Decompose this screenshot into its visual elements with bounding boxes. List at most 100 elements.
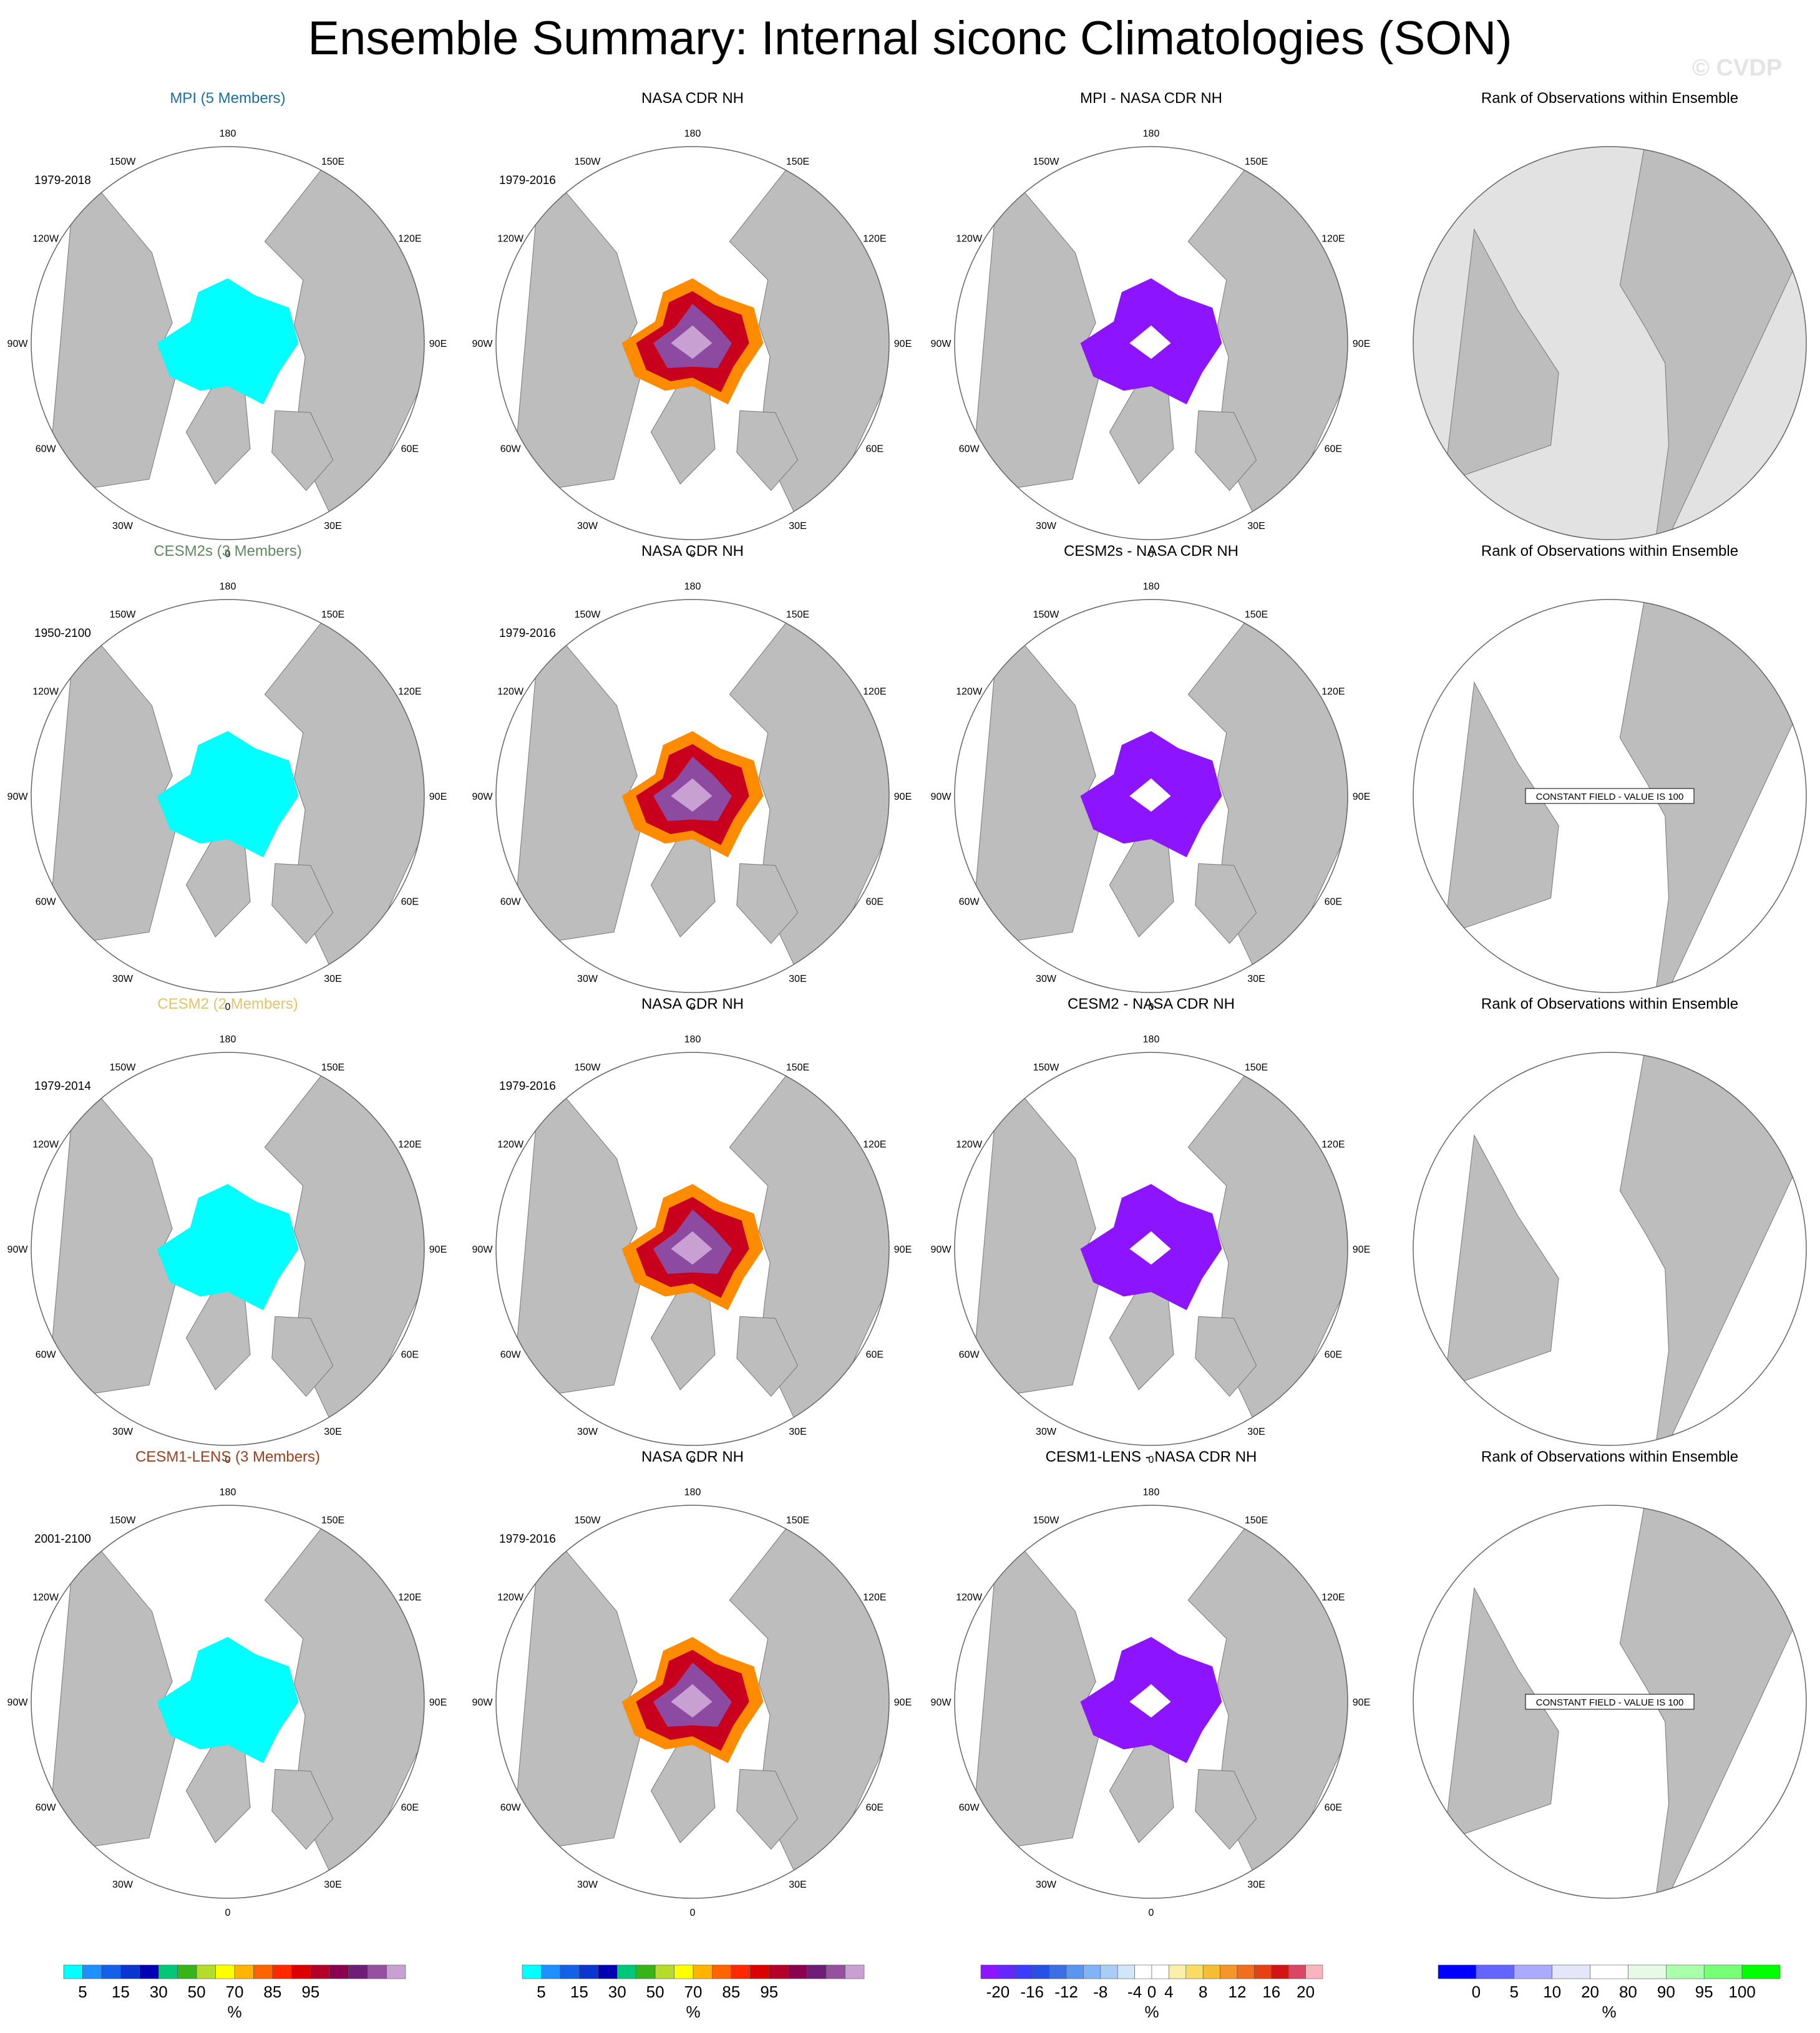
lon-label: 30E xyxy=(789,1427,806,1437)
panel-diff-3: CESM2 - NASA CDR NH 180 150E 120E 90E 60E 30E 0… xyxy=(931,996,1371,1465)
lon-label: 150E xyxy=(786,1515,809,1526)
panel-title: CESM2s (3 Members) xyxy=(153,543,301,560)
panel-title: Rank of Observations within Ensemble xyxy=(1481,90,1738,107)
lon-label: 150E xyxy=(786,609,809,620)
map-outline xyxy=(495,1052,890,1446)
lon-label: 120E xyxy=(863,1593,886,1603)
lon-label: 60E xyxy=(1325,1803,1342,1813)
colorbar-swatch xyxy=(1741,1964,1781,1979)
colorbar-swatch xyxy=(348,1964,368,1979)
lon-label: 0 xyxy=(1149,549,1154,560)
colorbar-unit: % xyxy=(686,2002,700,2021)
colorbar-tick-label: 50 xyxy=(188,1982,206,2001)
colorbar-tick-label: -8 xyxy=(1093,1982,1107,2001)
lon-label: 0 xyxy=(1149,1455,1154,1465)
lon-label: 60W xyxy=(500,897,522,908)
land-mass xyxy=(736,1316,799,1397)
colorbar-tick-label: 95 xyxy=(1695,1982,1713,2001)
map-outline xyxy=(954,599,1348,993)
lon-label: 60E xyxy=(866,1803,883,1813)
lon-label: 90E xyxy=(429,1697,447,1708)
lon-label: 150E xyxy=(1245,157,1268,167)
colorbar-tick-label: 85 xyxy=(722,1982,740,2001)
panel-obs-4: NASA CDR NH 1979-2016 180 150E 120E 90E 60E 30E… xyxy=(472,1448,912,1918)
lon-label: 180 xyxy=(1143,581,1160,592)
lon-label: 30E xyxy=(324,1880,341,1890)
lon-label: 150W xyxy=(575,157,601,167)
colorbar-swatch xyxy=(636,1964,656,1979)
panel-title: CESM2s - NASA CDR NH xyxy=(1064,543,1238,560)
colorbar-swatch xyxy=(998,1964,1016,1979)
land-mass xyxy=(1195,863,1257,944)
land-mass xyxy=(271,1769,334,1850)
lon-label: 150W xyxy=(110,1515,137,1526)
colorbar-swatch xyxy=(560,1964,580,1979)
lon-label: 120W xyxy=(956,1593,983,1603)
sea-ice-field xyxy=(157,1637,299,1764)
colorbar-tick-label: 0 xyxy=(1472,1982,1481,2001)
colorbar-tick-label: 100 xyxy=(1728,1982,1755,2001)
lon-label: 90W xyxy=(472,1697,494,1708)
lon-label: 150W xyxy=(1033,157,1060,167)
diff-zero xyxy=(1129,778,1171,812)
panel-title: CESM1-LENS - NASA CDR NH xyxy=(1046,1448,1257,1465)
colorbar-swatch xyxy=(1049,1964,1067,1979)
lon-label: 30E xyxy=(789,1880,806,1890)
lon-label: 0 xyxy=(225,1455,231,1465)
lon-label: 120W xyxy=(497,687,524,697)
colorbar-swatch xyxy=(1476,1964,1515,1979)
lon-label: 30E xyxy=(324,1427,341,1437)
lon-label: 90W xyxy=(7,792,29,802)
constant-field-note: CONSTANT FIELD - VALUE IS 100 xyxy=(1536,792,1684,802)
lon-label: 150W xyxy=(575,1062,601,1073)
lon-label: 180 xyxy=(684,581,701,592)
colorbar-swatch xyxy=(1666,1964,1705,1979)
colorbar-swatch xyxy=(1438,1964,1477,1979)
colorbar-tick-label: 90 xyxy=(1657,1982,1675,2001)
lon-label: 60E xyxy=(401,444,419,455)
lon-label: 180 xyxy=(684,129,701,139)
lon-label: 0 xyxy=(225,549,231,560)
land-mass xyxy=(1619,1052,1806,1445)
lon-label: 60E xyxy=(1325,897,1342,908)
lon-label: 90W xyxy=(931,339,952,349)
colorbar-swatch xyxy=(1254,1964,1272,1979)
colorbar-swatch xyxy=(367,1964,387,1979)
sea-ice-field xyxy=(157,278,299,405)
lon-label: 30W xyxy=(577,521,598,531)
lon-label: 90E xyxy=(894,1245,912,1255)
colorbar-tick-label: 95 xyxy=(760,1982,778,2001)
year-range: 1979-2018 xyxy=(34,174,91,187)
colorbar-tick-label: 5 xyxy=(78,1982,87,2001)
colorbar-swatch xyxy=(712,1964,732,1979)
lon-label: 120W xyxy=(956,1140,983,1150)
panel-title: MPI - NASA CDR NH xyxy=(1080,90,1222,107)
colorbar-swatch xyxy=(807,1964,827,1979)
lon-label: 0 xyxy=(225,1002,231,1012)
colorbar-swatch xyxy=(787,1964,807,1979)
map-outline xyxy=(31,146,425,540)
colorbar-unit: % xyxy=(227,2002,241,2021)
map-content xyxy=(46,1052,424,1445)
map-outline xyxy=(954,1505,1348,1899)
map-content xyxy=(511,599,889,992)
land-mass xyxy=(736,1769,799,1850)
lon-label: 60E xyxy=(401,1350,419,1361)
colorbar-swatch xyxy=(386,1964,406,1979)
panel-title: CESM1-LENS (3 Members) xyxy=(135,1448,320,1465)
colorbar-swatch xyxy=(845,1964,865,1979)
colorbar-tick-label: 70 xyxy=(684,1982,703,2001)
lon-label: 90W xyxy=(931,792,952,802)
map-content xyxy=(46,1505,424,1898)
lon-label: 90E xyxy=(429,339,447,349)
lon-label: 90W xyxy=(472,792,494,802)
colorbar-tick-label: 15 xyxy=(112,1982,130,2001)
map-outline xyxy=(31,1505,425,1899)
constant-field-box xyxy=(1525,1694,1695,1710)
lon-label: 90E xyxy=(894,1697,912,1708)
lon-label: 120E xyxy=(398,1140,421,1150)
panel-model-4: CESM1-LENS (3 Members) 2001-2100 180 150E 12… xyxy=(7,1448,447,1918)
colorbar-unit: % xyxy=(1602,2002,1616,2021)
lon-label: 90W xyxy=(7,1245,29,1255)
